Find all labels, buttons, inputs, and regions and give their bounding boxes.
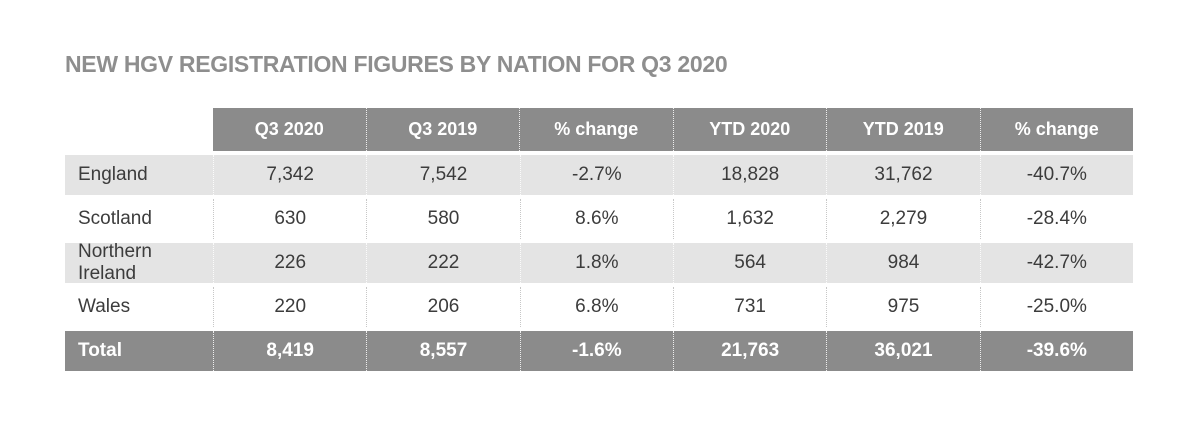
row-label: England — [78, 164, 148, 185]
data-cell: 984 — [826, 243, 979, 283]
column-header-pct-change-q3: % change — [519, 108, 673, 151]
data-cell: 7,542 — [366, 155, 519, 195]
column-header-ytd-2019: YTD 2019 — [826, 108, 980, 151]
data-cell: -25.0% — [979, 287, 1133, 327]
data-cell: 1.8% — [519, 243, 673, 283]
column-header-blank — [65, 108, 213, 151]
data-cell: 7,342 — [213, 155, 366, 195]
data-cell: 206 — [366, 287, 519, 327]
data-cell: 731 — [672, 287, 826, 327]
page-title: NEW HGV REGISTRATION FIGURES BY NATION F… — [65, 51, 728, 77]
row-label: Scotland — [78, 208, 152, 229]
data-cell: 8.6% — [519, 199, 673, 239]
data-cell: 1,632 — [672, 199, 826, 239]
data-cell: 226 — [213, 243, 366, 283]
data-cell: -28.4% — [979, 199, 1133, 239]
data-cell: -39.6% — [979, 331, 1133, 371]
data-cell: 564 — [672, 243, 826, 283]
column-header-ytd-2020: YTD 2020 — [672, 108, 827, 151]
data-cell: 8,557 — [366, 331, 519, 371]
table-row-scotland: Scotland 630 580 8.6% 1,632 2,279 -28.4% — [65, 199, 1133, 239]
data-cell: 630 — [213, 199, 366, 239]
data-cell: 21,763 — [672, 331, 826, 371]
data-cell: -40.7% — [979, 155, 1133, 195]
column-header-pct-change-ytd: % change — [979, 108, 1134, 151]
hgv-registrations-table: Q3 2020 Q3 2019 % change YTD 2020 YTD 20… — [65, 108, 1133, 375]
total-label: Total — [78, 340, 122, 361]
table-row-wales: Wales 220 206 6.8% 731 975 -25.0% — [65, 287, 1133, 327]
data-cell: 2,279 — [826, 199, 979, 239]
data-cell: 975 — [826, 287, 979, 327]
data-cell: 31,762 — [826, 155, 979, 195]
data-cell: 8,419 — [213, 331, 366, 371]
row-label: Northern Ireland — [78, 241, 152, 284]
total-row: Total 8,419 8,557 -1.6% 21,763 36,021 -3… — [65, 331, 1133, 371]
header-row: Q3 2020 Q3 2019 % change YTD 2020 YTD 20… — [65, 108, 1133, 151]
data-cell: 580 — [366, 199, 519, 239]
table-row-england: England 7,342 7,542 -2.7% 18,828 31,762 … — [65, 155, 1133, 195]
table-row-northern-ireland: Northern Ireland 226 222 1.8% 564 984 -4… — [65, 241, 1133, 284]
row-label: Wales — [78, 296, 131, 317]
data-cell: 220 — [213, 287, 366, 327]
data-cell: -2.7% — [519, 155, 673, 195]
column-header-q3-2019: Q3 2019 — [365, 108, 520, 151]
data-cell: 6.8% — [519, 287, 673, 327]
data-cell: -42.7% — [979, 243, 1133, 283]
data-cell: 36,021 — [826, 331, 979, 371]
data-cell: 18,828 — [672, 155, 826, 195]
data-cell: 222 — [366, 243, 519, 283]
column-header-q3-2020: Q3 2020 — [254, 119, 324, 139]
data-cell: -1.6% — [519, 331, 673, 371]
